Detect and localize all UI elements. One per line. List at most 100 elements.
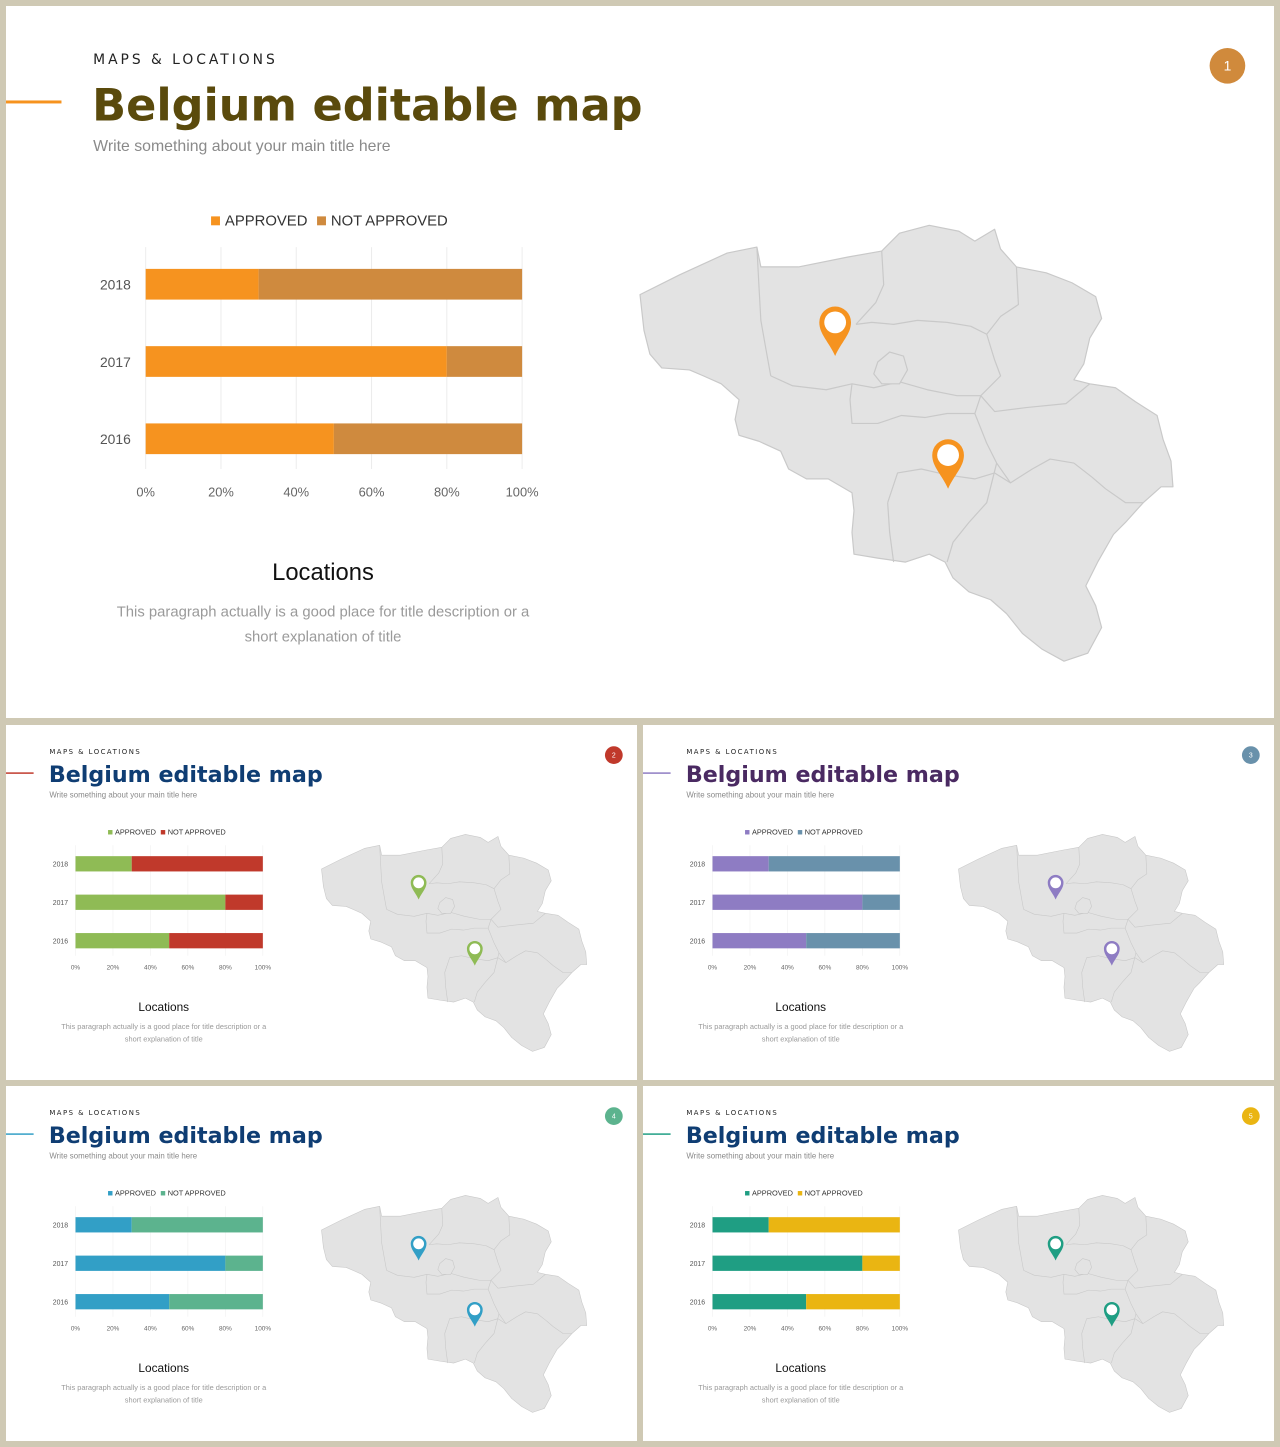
- pin-hole: [413, 877, 425, 889]
- location-pin-icon: [1047, 874, 1064, 900]
- x-tick-label: 20%: [107, 965, 120, 972]
- x-tick-label: 20%: [744, 1326, 757, 1333]
- bar-not-approved: [169, 933, 263, 949]
- eyebrow: MAPS & LOCATIONS: [93, 52, 278, 68]
- location-pin-icon: [819, 306, 852, 357]
- legend-swatch-approved: [745, 1191, 750, 1196]
- legend-label-not-approved: NOT APPROVED: [168, 1188, 226, 1197]
- province-border: [1124, 1289, 1175, 1324]
- bar-not-approved: [862, 1255, 900, 1271]
- x-tick-label: 0%: [708, 1326, 718, 1333]
- slide-number-badge: [604, 746, 623, 764]
- legend-swatch-approved: [745, 830, 750, 835]
- bar-approved: [712, 1217, 769, 1233]
- province-border: [444, 1333, 448, 1364]
- x-tick-label: 20%: [208, 485, 234, 500]
- legend-label-approved: APPROVED: [115, 1188, 156, 1197]
- eyebrow: MAPS & LOCATIONS: [686, 1109, 778, 1117]
- locations-description: This paragraph actually is a good place …: [117, 605, 530, 621]
- y-tick-label: 2016: [53, 1299, 68, 1306]
- x-tick-label: 60%: [359, 485, 385, 500]
- bar-not-approved: [131, 1217, 263, 1233]
- province-border: [425, 1274, 492, 1295]
- slide-5: 5 MAPS & LOCATIONS Belgium editable map Wri…: [643, 1086, 1274, 1441]
- bar-not-approved: [169, 1294, 263, 1310]
- province-border: [1127, 855, 1148, 920]
- x-tick-label: 40%: [781, 965, 794, 972]
- legend-label-approved: APPROVED: [115, 827, 156, 836]
- x-tick-label: 40%: [144, 1326, 157, 1333]
- province-border: [1016, 1206, 1024, 1271]
- location-pin-icon: [410, 874, 427, 900]
- y-tick-label: 2018: [690, 862, 705, 869]
- locations-description: short explanation of title: [762, 1396, 840, 1405]
- belgium-map: [321, 834, 588, 1052]
- slide-number-badge: [1241, 1107, 1260, 1125]
- bar-not-approved: [768, 1217, 900, 1233]
- province-border: [490, 913, 546, 928]
- province-border: [887, 502, 895, 563]
- province-border: [379, 845, 387, 910]
- page-title: Belgium editable map: [686, 762, 960, 788]
- province-border: [980, 383, 1091, 413]
- belgium-map: [958, 834, 1225, 1052]
- province-border: [1174, 952, 1209, 973]
- province-border: [849, 383, 982, 425]
- legend-swatch-not-approved: [160, 1191, 166, 1196]
- y-tick-label: 2017: [53, 1261, 68, 1268]
- pin-hole: [824, 311, 847, 334]
- province-border: [1081, 1333, 1085, 1364]
- legend-label-not-approved: NOT APPROVED: [168, 827, 226, 836]
- belgium-outline: [958, 1195, 1225, 1413]
- brussels-region: [437, 897, 455, 914]
- x-tick-label: 60%: [819, 965, 832, 972]
- province-border: [379, 1206, 387, 1271]
- province-border: [855, 319, 987, 335]
- x-tick-label: 80%: [856, 965, 869, 972]
- slide-number: 5: [1249, 1114, 1253, 1121]
- province-border: [1073, 462, 1144, 504]
- bar-not-approved: [806, 1294, 900, 1310]
- y-tick-label: 2016: [53, 938, 68, 945]
- bar-not-approved: [806, 933, 900, 949]
- bar-approved: [712, 1294, 807, 1310]
- slide-number: 1: [1224, 58, 1232, 74]
- y-tick-label: 2018: [53, 862, 68, 869]
- brussels-region: [1074, 897, 1092, 914]
- province-border: [1111, 1313, 1137, 1364]
- chart-legend: APPROVED NOT APPROVED: [745, 827, 863, 836]
- province-border: [487, 1289, 538, 1324]
- x-tick-label: 0%: [71, 1326, 81, 1333]
- locations-description: short explanation of title: [762, 1035, 840, 1044]
- page-title: Belgium editable map: [49, 762, 323, 788]
- location-pin-icon: [466, 940, 483, 966]
- y-tick-label: 2017: [100, 354, 131, 370]
- y-tick-label: 2018: [100, 277, 131, 293]
- locations-description: short explanation of title: [245, 629, 402, 645]
- slide-canvas: 5 MAPS & LOCATIONS Belgium editable map Wri…: [643, 1107, 1260, 1413]
- pin-hole: [469, 1304, 481, 1316]
- accent-line: [6, 1133, 34, 1135]
- x-tick-label: 0%: [71, 965, 81, 972]
- province-border: [1127, 913, 1183, 928]
- locations-title: Locations: [775, 1000, 826, 1014]
- belgium-outline: [321, 1195, 588, 1413]
- legend-swatch-not-approved: [797, 830, 803, 835]
- location-pin-icon: [1047, 1235, 1064, 1261]
- bar-not-approved: [225, 894, 263, 910]
- bar-not-approved: [131, 856, 263, 872]
- subtitle: Write something about your main title he…: [686, 1151, 834, 1160]
- y-tick-label: 2017: [690, 1261, 705, 1268]
- x-tick-label: 100%: [892, 1326, 909, 1333]
- legend-swatch-approved: [211, 216, 220, 226]
- pin-hole: [1050, 877, 1062, 889]
- bar-approved: [712, 856, 769, 872]
- belgium-map: [958, 1195, 1225, 1413]
- chart-legend: APPROVED NOT APPROVED: [108, 1188, 226, 1197]
- eyebrow: MAPS & LOCATIONS: [686, 748, 778, 756]
- province-border: [1062, 913, 1129, 934]
- bar-not-approved: [333, 423, 523, 455]
- y-tick-label: 2016: [690, 938, 705, 945]
- bar-not-approved: [862, 894, 900, 910]
- province-border: [386, 1270, 492, 1281]
